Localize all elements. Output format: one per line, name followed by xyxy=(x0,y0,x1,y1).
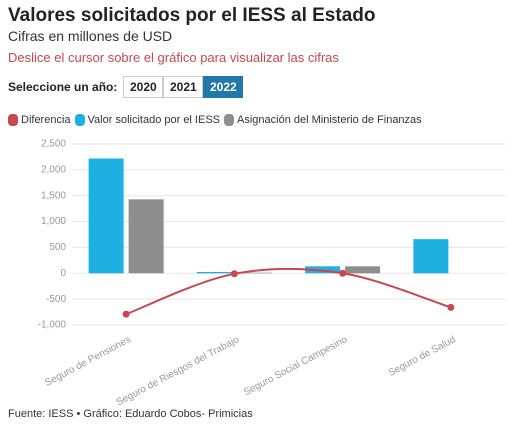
chart-subtitle: Cifras en millones de USD xyxy=(8,28,173,44)
legend: Diferencia Valor solicitado por el IESS As… xyxy=(8,114,426,126)
bar xyxy=(88,158,124,274)
bar xyxy=(128,199,164,274)
bar xyxy=(196,271,232,274)
legend-swatch xyxy=(8,114,18,126)
x-tick-label: Seguro de Pensiones xyxy=(43,334,133,389)
x-tick-label: Seguro de Salud xyxy=(387,334,458,379)
y-tick-label: 1,500 xyxy=(41,190,66,201)
line-point xyxy=(447,303,455,311)
chart-title: Valores solicitados por el IESS al Estad… xyxy=(8,5,376,26)
line xyxy=(125,267,452,316)
y-tick-label: 2,500 xyxy=(41,139,66,150)
line-point xyxy=(230,270,238,278)
chart: 2,500 2,000 1,500 1,000 500 0 -500 -1,000 Seguro… xyxy=(38,139,505,405)
x-tick-label: Seguro Social Campesino xyxy=(242,334,350,398)
legend-swatch xyxy=(74,114,85,126)
legend-label: Asignación del Ministerio de Finanzas xyxy=(237,114,422,126)
y-tick-label: 2,000 xyxy=(41,164,66,175)
bar xyxy=(236,272,272,274)
legend-item[interactable]: Valor solicitado por el IESS xyxy=(74,114,221,126)
line-point xyxy=(339,269,347,277)
year-button[interactable]: 2022 xyxy=(203,76,244,98)
legend-item[interactable]: Diferencia xyxy=(8,114,71,126)
year-selector: Seleccione un año: 2020 2021 2022 xyxy=(8,76,244,98)
y-tick-label: -500 xyxy=(46,294,66,305)
year-label: Seleccione un año: xyxy=(8,80,118,94)
legend-swatch xyxy=(224,114,235,126)
legend-label: Diferencia xyxy=(21,114,71,126)
y-tick-label: 0 xyxy=(60,268,66,279)
bar xyxy=(413,239,449,274)
y-tick-label: 1,000 xyxy=(41,216,66,227)
legend-item[interactable]: Asignación del Ministerio de Finanzas xyxy=(224,114,422,126)
instruction: Deslice el cursor sobre el gráfico para … xyxy=(8,50,339,65)
y-tick-label: -1,000 xyxy=(38,320,67,331)
line-point xyxy=(122,310,130,318)
legend-label: Valor solicitado por el IESS xyxy=(87,114,221,126)
year-button[interactable]: 2021 xyxy=(163,76,204,98)
year-button[interactable]: 2020 xyxy=(123,76,164,98)
y-tick-label: 500 xyxy=(49,242,66,253)
x-tick-label: Seguro de Riesgos del Trabajo xyxy=(115,334,242,405)
source: Fuente: IESS • Gráfico: Eduardo Cobos- P… xyxy=(8,408,253,420)
bar xyxy=(345,266,381,274)
